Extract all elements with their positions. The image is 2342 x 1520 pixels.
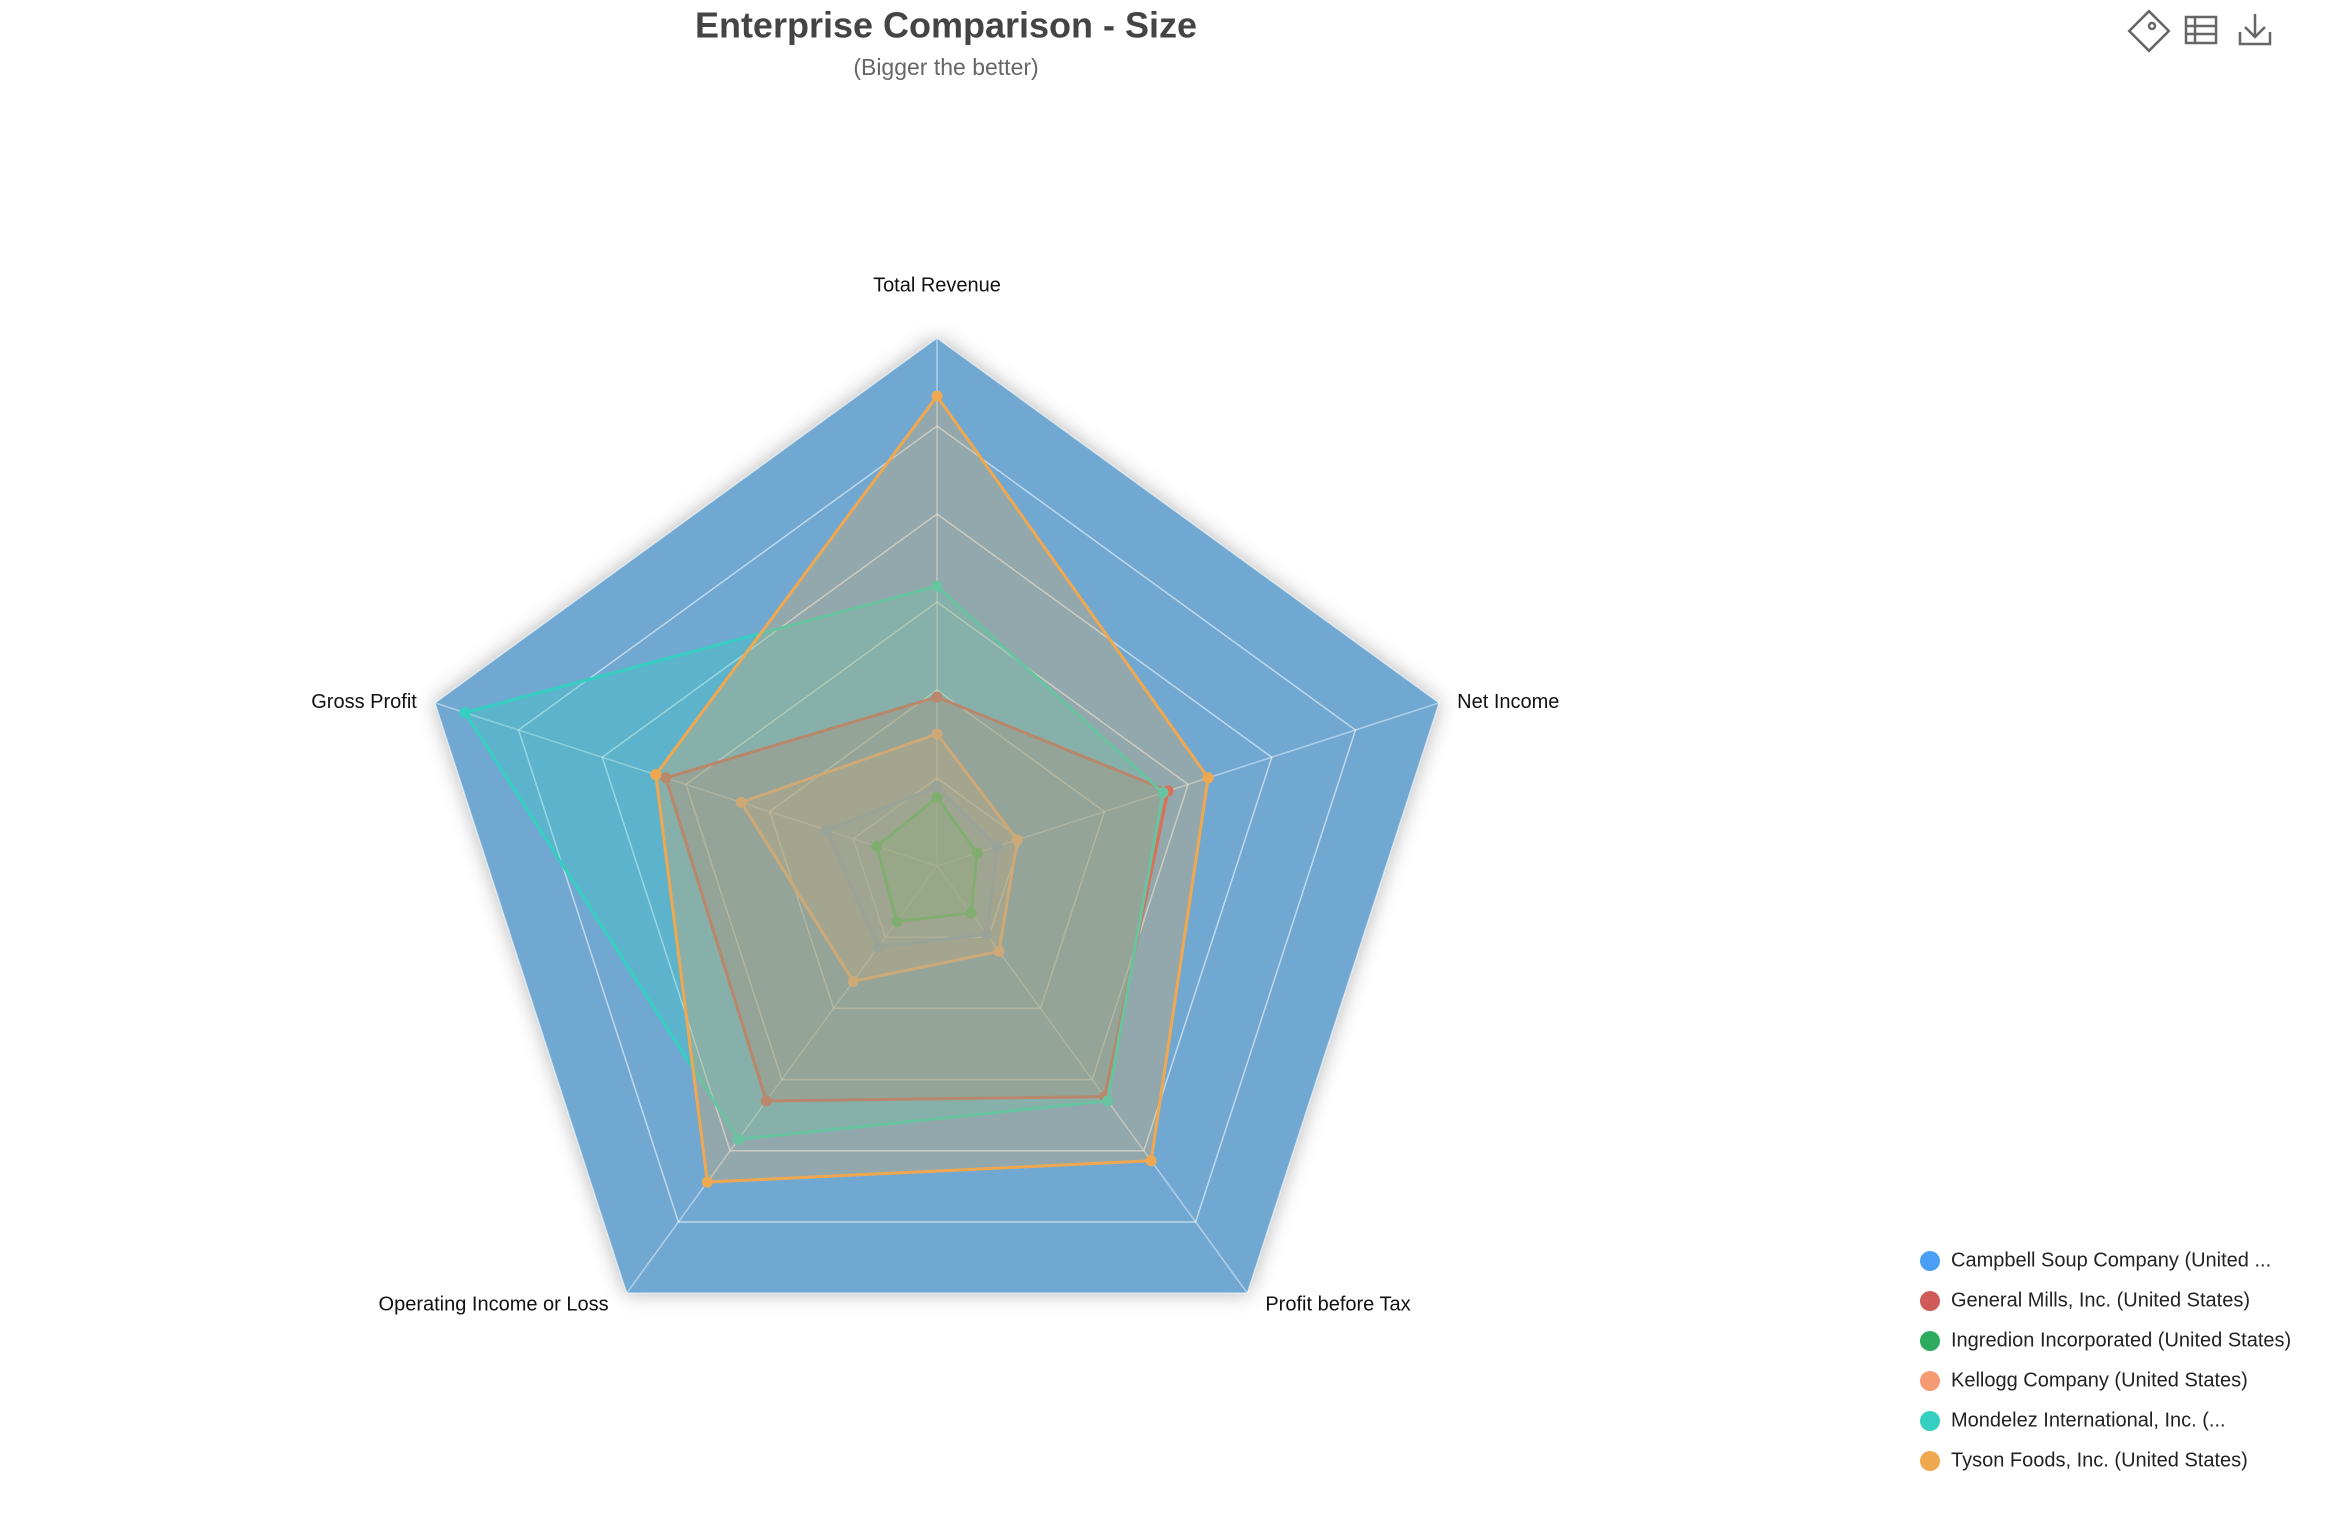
legend-marker: [1920, 1411, 1940, 1431]
series-area: [463, 584, 1165, 1141]
legend-item[interactable]: General Mills, Inc. (United States): [1920, 1289, 2250, 1311]
series-point: [821, 824, 833, 836]
series-point: [650, 769, 662, 781]
legend-item[interactable]: Tyson Foods, Inc. (United States): [1920, 1449, 2248, 1471]
indicator-label: Net Income: [1457, 691, 1559, 713]
indicator-label: Total Revenue: [873, 274, 1001, 296]
series-point: [660, 772, 672, 784]
chart-title: Enterprise Comparison - Size: [695, 5, 1197, 46]
axis-line: [626, 865, 938, 1294]
series-point: [701, 1176, 713, 1188]
split-line: [685, 601, 1189, 1081]
series-point: [1145, 1155, 1157, 1167]
series-point: [847, 975, 859, 987]
legend-label: General Mills, Inc. (United States): [1951, 1289, 2250, 1311]
data-view-button[interactable]: [2184, 15, 2218, 45]
series-area: [825, 785, 999, 949]
series-area: [875, 795, 979, 924]
legend-marker: [1920, 1451, 1940, 1471]
split-line: [601, 513, 1273, 1152]
legend-item[interactable]: Campbell Soup Company (United ...: [1920, 1249, 2271, 1271]
series-point: [1011, 834, 1023, 846]
indicator-label: Profit before Tax: [1265, 1293, 1410, 1315]
split-line: [768, 689, 1106, 1010]
chart-subtitle: (Bigger the better): [853, 54, 1038, 80]
series-area: [664, 695, 1170, 1103]
legend-marker: [1920, 1371, 1940, 1391]
legend-label: Ingredion Incorporated (United States): [1951, 1329, 2291, 1351]
tag-button[interactable]: [2127, 9, 2171, 53]
legend-label: Kellogg Company (United States): [1951, 1369, 2248, 1391]
legend-marker: [1920, 1251, 1940, 1271]
series-point: [760, 1095, 772, 1107]
series-point: [931, 691, 943, 703]
series-point: [891, 916, 903, 928]
series-point: [981, 928, 993, 940]
indicator-label: Operating Income or Loss: [379, 1293, 609, 1315]
series-point: [931, 791, 943, 803]
download-button[interactable]: [2238, 14, 2272, 46]
series-point: [1157, 787, 1169, 799]
series-point: [871, 840, 883, 852]
axis-line: [434, 702, 938, 867]
legend-marker: [1920, 1291, 1940, 1311]
series-point: [965, 907, 977, 919]
series-point: [1202, 772, 1214, 784]
series-point: [1102, 1095, 1114, 1107]
series-point: [459, 707, 471, 719]
series-point: [735, 796, 747, 808]
series-point: [993, 945, 1005, 957]
indicator-label: Gross Profit: [311, 691, 417, 713]
radar-area: [434, 338, 1440, 1294]
split-line: [852, 777, 1022, 938]
series-point: [931, 390, 943, 402]
series-point: [872, 941, 884, 953]
legend-label: Mondelez International, Inc. (...: [1951, 1409, 2226, 1431]
series-point: [931, 781, 943, 793]
legend-item[interactable]: Ingredion Incorporated (United States): [1920, 1329, 2291, 1351]
legend-marker: [1920, 1331, 1940, 1351]
legend-label: Tyson Foods, Inc. (United States): [1951, 1449, 2248, 1471]
toolbox: [2127, 9, 2272, 53]
series-point: [732, 1133, 744, 1145]
legend-item[interactable]: Mondelez International, Inc. (...: [1920, 1409, 2226, 1431]
series-point: [931, 580, 943, 592]
series-point: [991, 840, 1003, 852]
legend-label: Campbell Soup Company (United ...: [1951, 1249, 2271, 1271]
series-point: [931, 728, 943, 740]
legend-item[interactable]: Kellogg Company (United States): [1920, 1369, 2248, 1391]
series-point: [971, 847, 983, 859]
series-area: [654, 394, 1210, 1184]
series-area: [739, 732, 1019, 983]
split-line: [433, 337, 1441, 1294]
